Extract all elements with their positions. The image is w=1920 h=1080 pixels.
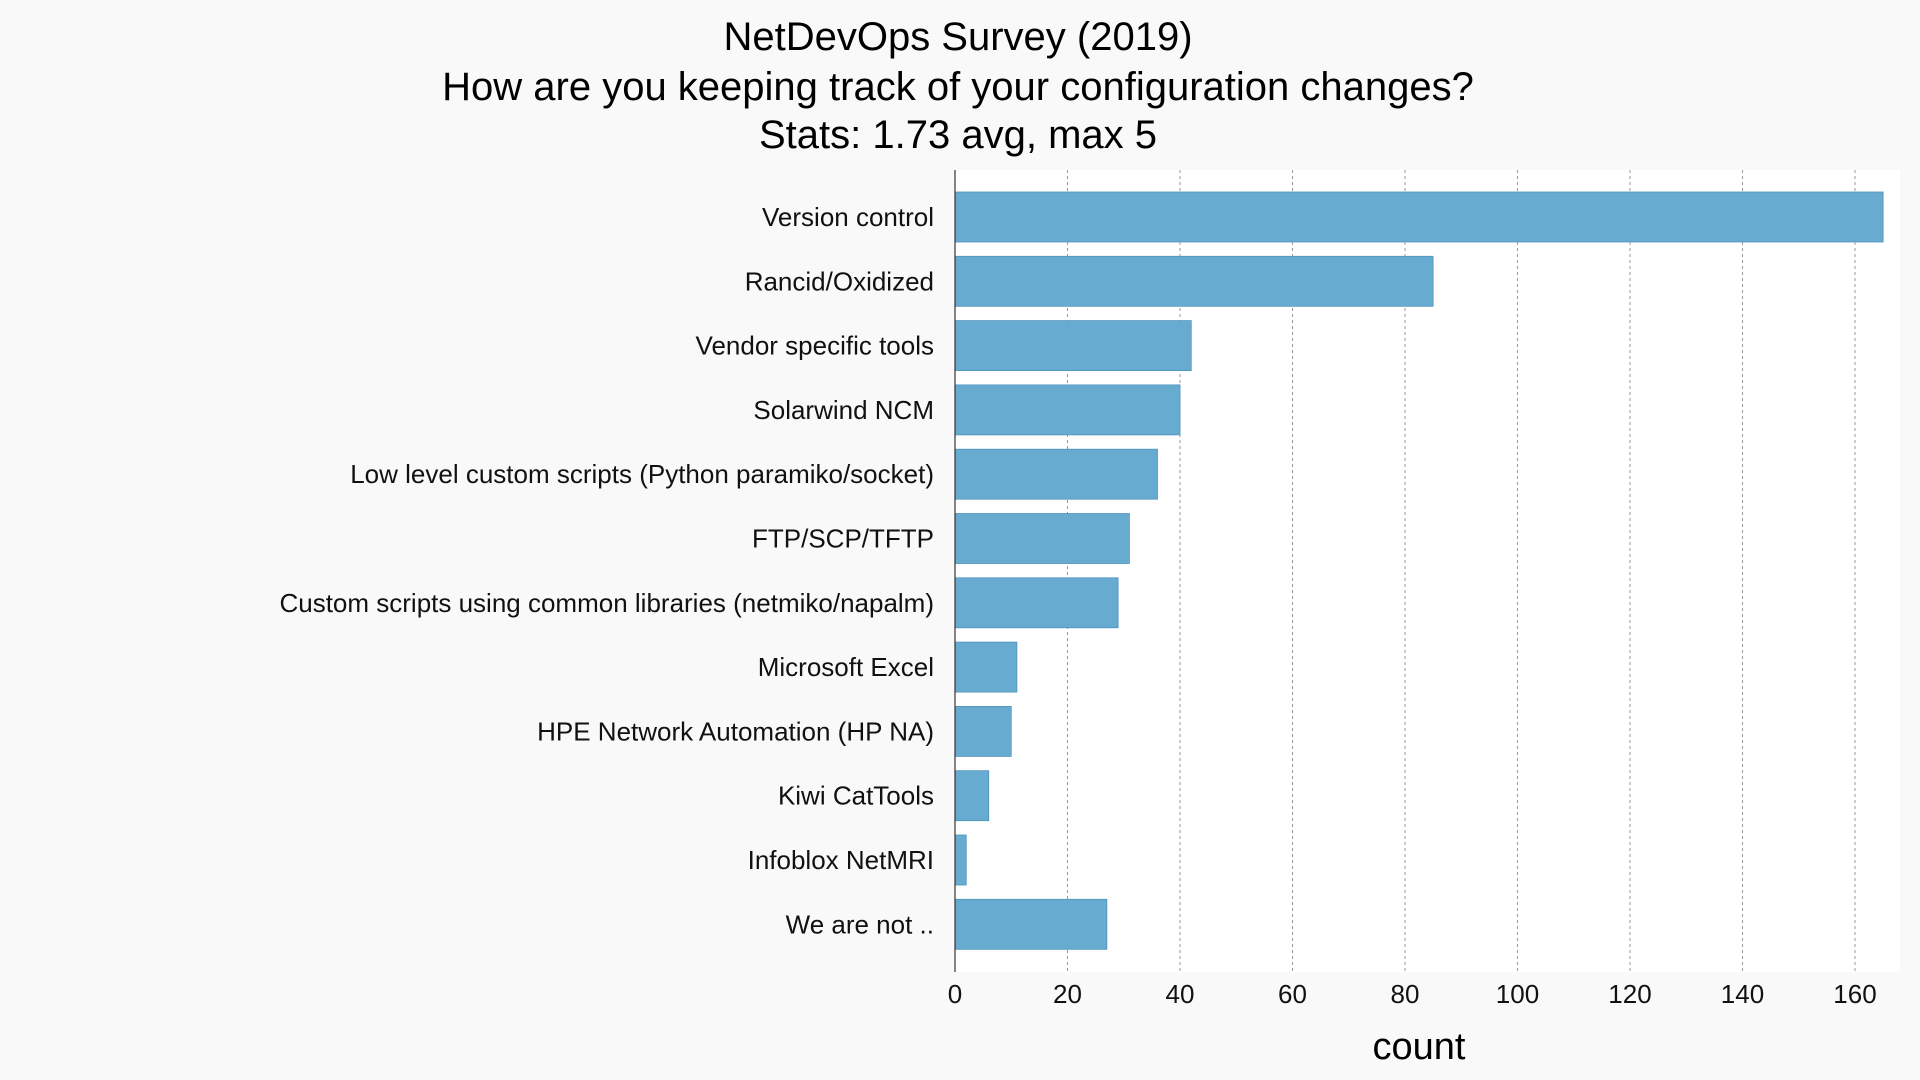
bar-10 — [954, 834, 967, 886]
category-label-6: Custom scripts using common libraries (n… — [279, 588, 934, 618]
title-line-1: NetDevOps Survey (2019) — [723, 15, 1192, 59]
x-tick-label-160: 160 — [1833, 979, 1876, 1009]
category-label-10: Infoblox NetMRI — [748, 845, 934, 875]
x-tick-label-140: 140 — [1721, 979, 1764, 1009]
x-axis-label: count — [1373, 1026, 1466, 1068]
x-tick-labels: 0 20 40 60 80 100 120 140 160 — [948, 979, 1877, 1009]
bar-5 — [954, 513, 1130, 564]
bar-3 — [954, 384, 1181, 436]
bar-8 — [954, 706, 1012, 757]
category-labels: Version control Rancid/Oxidized Vendor spe… — [279, 202, 934, 939]
category-label-11: We are not .. — [786, 909, 934, 939]
title-line-3: Stats: 1.73 avg, max 5 — [759, 113, 1157, 157]
category-label-2: Vendor specific tools — [696, 331, 934, 361]
bar-1 — [954, 255, 1434, 307]
bars — [954, 191, 1884, 950]
bar-2 — [954, 320, 1192, 372]
x-tick-label-120: 120 — [1608, 979, 1651, 1009]
category-label-4: Low level custom scripts (Python paramik… — [350, 459, 934, 489]
x-tick-label-80: 80 — [1391, 979, 1420, 1009]
bar-0 — [954, 191, 1884, 243]
x-tick-label-60: 60 — [1278, 979, 1307, 1009]
bar-7 — [954, 641, 1018, 693]
chart-title: NetDevOps Survey (2019) How are you keep… — [442, 15, 1474, 157]
category-label-0: Version control — [762, 202, 934, 232]
bar-4 — [954, 448, 1158, 500]
category-label-7: Microsoft Excel — [758, 652, 934, 682]
bar-9 — [954, 770, 990, 822]
bar-11 — [954, 898, 1108, 950]
x-tick-label-100: 100 — [1496, 979, 1539, 1009]
category-label-9: Kiwi CatTools — [778, 781, 934, 811]
x-tick-label-20: 20 — [1053, 979, 1082, 1009]
title-line-2: How are you keeping track of your config… — [442, 65, 1474, 109]
x-tick-label-0: 0 — [948, 979, 962, 1009]
category-label-1: Rancid/Oxidized — [745, 266, 934, 296]
x-tick-label-40: 40 — [1166, 979, 1195, 1009]
category-label-5: FTP/SCP/TFTP — [752, 524, 934, 554]
category-label-3: Solarwind NCM — [753, 395, 934, 425]
bar-6 — [954, 577, 1119, 629]
category-label-8: HPE Network Automation (HP NA) — [537, 716, 934, 746]
